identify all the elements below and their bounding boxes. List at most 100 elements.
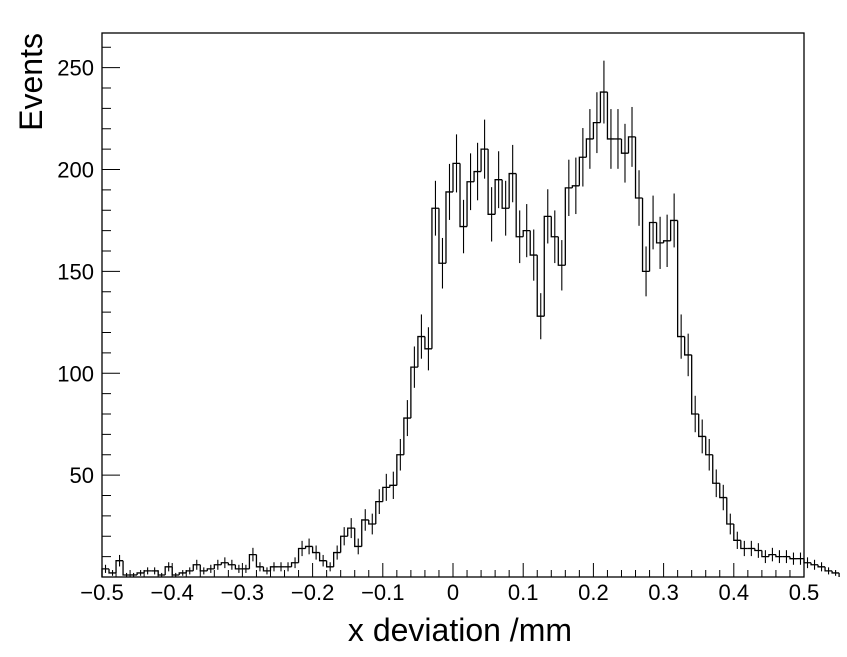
histogram-bin: [557, 236, 566, 266]
histogram-bin: [234, 564, 243, 570]
x-tick-label: 0.4: [719, 580, 750, 605]
histogram-bin: [347, 527, 355, 537]
x-tick-labels: −0.5 −0.4 −0.3 −0.2 −0.1 0 0.1 0.2 0.3 0.4 0.5: [80, 580, 819, 605]
histogram-bin: [768, 553, 776, 557]
histogram-bin: [810, 562, 819, 566]
y-tick-label: 50: [70, 463, 94, 488]
x-tick-label: −0.1: [361, 580, 404, 605]
y-axis-title: Events: [13, 33, 49, 131]
histogram-bin: [171, 566, 180, 576]
histogram-bin: [361, 519, 369, 547]
histogram-bin: [333, 551, 341, 567]
histogram-bin: [297, 547, 306, 563]
histogram-bin: [571, 185, 580, 188]
histogram-bin: [719, 483, 727, 499]
histogram-bin: [143, 570, 152, 573]
histogram-bin: [269, 566, 278, 571]
histogram-bin: [775, 554, 783, 558]
x-tick-label: 0.2: [578, 580, 609, 605]
histogram-bin: [192, 564, 201, 571]
histogram-bin: [578, 156, 587, 186]
histogram-bin: [529, 230, 538, 256]
histogram-bin: [641, 198, 650, 273]
histogram-bin: [206, 568, 215, 571]
histogram-bin: [480, 148, 489, 172]
y-tick-labels: 50 100 150 200 250: [57, 56, 94, 488]
histogram-bin: [262, 566, 271, 572]
histogram-bin: [691, 354, 699, 415]
histogram-bin: [459, 163, 468, 228]
histogram-bin: [789, 556, 797, 560]
histogram-bin: [375, 500, 383, 525]
histogram-bin: [550, 216, 559, 238]
histogram-bin: [585, 138, 594, 158]
histogram-bin: [213, 564, 222, 569]
histogram-bin: [199, 564, 208, 572]
histogram-bin: [543, 215, 552, 317]
x-tick-label: 0.3: [648, 580, 679, 605]
histogram-bin: [606, 92, 615, 140]
x-tick-label: −0.2: [291, 580, 334, 605]
histogram-bin: [831, 570, 840, 574]
histogram-bin: [382, 486, 390, 502]
histogram-bin: [627, 136, 636, 154]
histogram-bin: [508, 172, 517, 209]
histogram-bin: [501, 179, 510, 209]
histogram-bin: [473, 170, 482, 182]
histogram-bin: [424, 336, 432, 350]
histogram-bin: [824, 566, 833, 572]
histogram-bin: [389, 484, 397, 488]
x-tick-label: −0.5: [80, 580, 123, 605]
histogram-bin: [620, 138, 629, 154]
histogram-bin: [733, 524, 741, 541]
histogram-bin: [354, 528, 362, 548]
histogram-bin: [599, 91, 608, 123]
histogram-bin: [655, 222, 664, 244]
histogram-bin: [648, 221, 657, 272]
x-tick-label: 0.5: [789, 580, 820, 605]
histogram-bin: [185, 570, 194, 573]
histogram-bin: [304, 545, 313, 549]
y-tick-label: 150: [57, 259, 94, 284]
histogram-bin: [662, 240, 671, 243]
histogram-bin: [705, 436, 713, 456]
histogram-bin: [676, 220, 685, 338]
histogram-bin: [178, 572, 187, 575]
error-bars: [104, 60, 837, 577]
histogram-bin: [220, 562, 229, 565]
histogram-bin: [669, 219, 678, 241]
histogram-bin: [108, 568, 117, 574]
histogram-bin: [494, 179, 503, 215]
histogram-bin: [712, 454, 720, 484]
histogram-bin: [318, 552, 327, 562]
y-tick-label: 250: [57, 56, 94, 81]
histogram-bin: [684, 336, 692, 356]
y-tick-label: 100: [57, 361, 94, 386]
histogram-bin: [536, 255, 545, 317]
plot-frame: [101, 32, 805, 578]
histogram-bin: [445, 191, 453, 264]
histogram-bin: [515, 173, 524, 238]
histogram-bin: [452, 162, 461, 192]
histogram-bin: [396, 454, 404, 486]
x-tick-label: 0: [447, 580, 459, 605]
histogram-bin: [417, 335, 425, 368]
histogram-bin: [325, 560, 334, 568]
histogram-bin: [698, 414, 706, 438]
histogram-bin: [438, 208, 446, 264]
histogram-bin: [740, 540, 748, 550]
histogram-bin: [157, 570, 166, 576]
histogram-bin: [754, 548, 762, 552]
histogram-bars: [101, 91, 840, 577]
histogram-bin: [136, 572, 145, 575]
histogram-bin: [403, 417, 411, 455]
histogram-bin: [122, 560, 131, 576]
y-tick-label: 200: [57, 158, 94, 183]
histogram-bin: [227, 562, 236, 566]
x-tick-label: −0.4: [150, 580, 193, 605]
histogram-bin: [817, 564, 826, 568]
histogram-bin: [311, 546, 320, 554]
histogram-bin: [522, 229, 531, 237]
